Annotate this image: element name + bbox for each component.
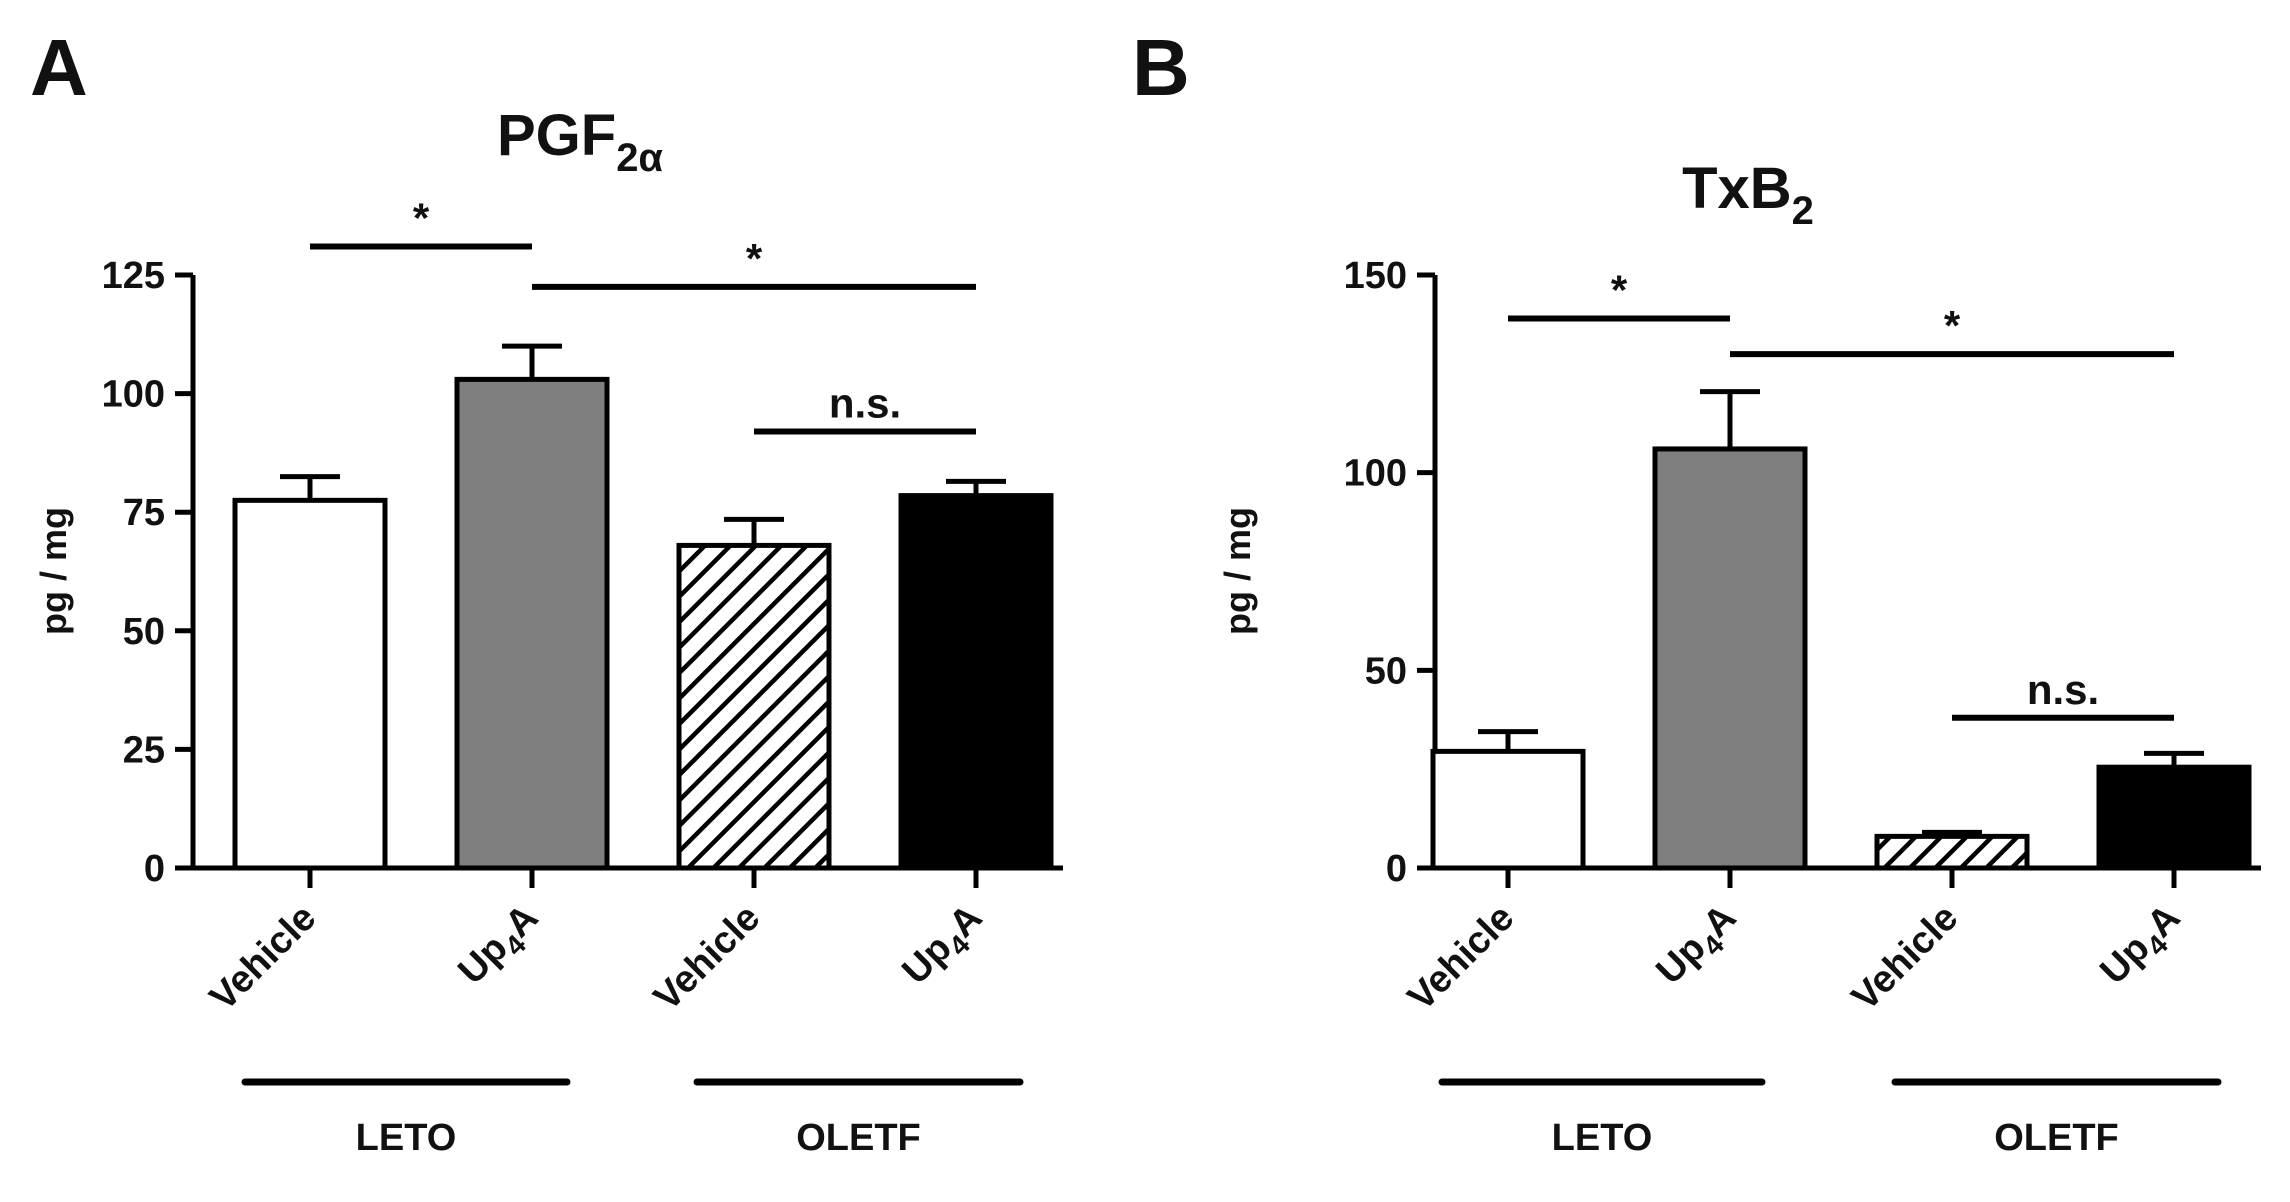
y-tick-label: 75: [123, 492, 165, 534]
significance-label: *: [746, 235, 763, 282]
significance-label: *: [1944, 302, 1961, 349]
chart-title-main: TxB: [1682, 156, 1792, 221]
y-tick-label: 50: [123, 611, 165, 653]
bar: [232, 497, 388, 871]
chart-title: PGF2α: [497, 103, 663, 180]
y-tick-label: 100: [1344, 453, 1407, 495]
y-tick-label: 0: [1386, 848, 1407, 890]
x-category-label: Vehicle: [1400, 897, 1522, 1019]
bar: [2096, 764, 2252, 871]
group-label: OLETF: [1994, 1117, 2119, 1159]
y-tick-label: 50: [1365, 650, 1407, 692]
y-tick-label: 150: [1344, 255, 1407, 297]
panel-b: B TxB2 pg / mg 0 50 100 150 Vehicle Up4A Vehicle U…: [1132, 23, 2261, 1159]
group-label: OLETF: [796, 1117, 921, 1159]
significance-label: n.s.: [829, 380, 901, 427]
x-category-label: Up4A: [1648, 897, 1749, 998]
bar: [1430, 748, 1586, 871]
y-axis-label: pg / mg: [1217, 507, 1258, 635]
x-category-label: Up4A: [450, 897, 551, 998]
significance-label: n.s.: [2027, 666, 2099, 713]
category-name: Vehicle: [1844, 897, 1966, 1019]
x-category-label: Vehicle: [646, 897, 768, 1019]
y-tick-label: 125: [102, 255, 165, 297]
x-category-label: Vehicle: [1844, 897, 1966, 1019]
category-name: Vehicle: [202, 897, 324, 1019]
significance-label: *: [1611, 266, 1628, 313]
x-category-label: Up4A: [2092, 897, 2193, 998]
significance-label: *: [413, 195, 430, 242]
chart-title-subscript: 2: [1792, 189, 1814, 233]
bar: [1874, 833, 2030, 871]
x-category-label: Up4A: [894, 897, 995, 998]
category-name: Vehicle: [646, 897, 768, 1019]
y-axis-label: pg / mg: [33, 507, 74, 635]
bar: [898, 493, 1054, 871]
group-label: LETO: [356, 1117, 457, 1159]
group-label: LETO: [1552, 1117, 1653, 1159]
y-tick-label: 100: [102, 374, 165, 416]
panel-letter: A: [30, 23, 88, 112]
chart-title: TxB2: [1682, 156, 1814, 233]
x-category-label: Vehicle: [202, 897, 324, 1019]
bar: [1652, 446, 1808, 871]
chart-title-main: PGF: [497, 103, 616, 168]
panel-letter: B: [1132, 23, 1190, 112]
category-name: Vehicle: [1400, 897, 1522, 1019]
bar: [676, 542, 832, 871]
y-tick-label: 25: [123, 729, 165, 771]
y-tick-label: 0: [144, 848, 165, 890]
bar: [454, 376, 610, 871]
chart-title-subscript: 2α: [616, 136, 663, 180]
panel-a: A PGF2α pg / mg 0 25 50 75 100 125 Vehicle Up4A Veh…: [30, 23, 1063, 1159]
